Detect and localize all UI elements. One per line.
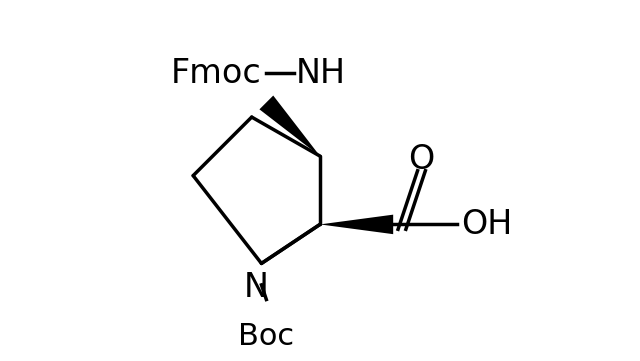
- Text: NH: NH: [296, 57, 346, 90]
- Text: N: N: [244, 271, 269, 304]
- Text: Fmoc: Fmoc: [171, 57, 262, 90]
- Text: OH: OH: [461, 208, 513, 241]
- Polygon shape: [259, 96, 320, 156]
- Polygon shape: [320, 215, 393, 234]
- Text: Boc: Boc: [238, 322, 294, 351]
- Text: O: O: [408, 143, 435, 175]
